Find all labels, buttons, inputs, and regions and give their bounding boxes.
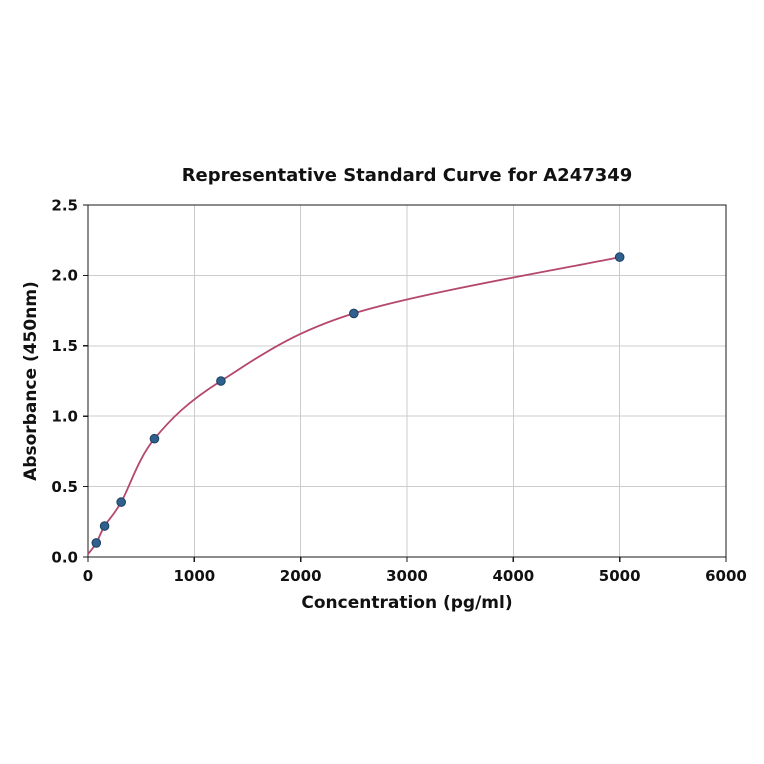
fit-curve-path bbox=[87, 256, 621, 556]
y-tick-label: 0.0 bbox=[51, 548, 78, 566]
data-points-layer bbox=[91, 252, 625, 548]
data-point bbox=[349, 308, 359, 319]
chart-title: Representative Standard Curve for A24734… bbox=[182, 165, 633, 186]
x-tick-label: 0 bbox=[83, 567, 93, 585]
y-axis-label: Absorbance (450nm) bbox=[21, 281, 41, 481]
x-tick-label: 3000 bbox=[386, 567, 428, 585]
x-tick-label: 5000 bbox=[599, 567, 641, 585]
fit-curve-layer bbox=[87, 256, 621, 556]
axes-layer: 0 1000 2000 3000 4000 5000 6000 0.0 0.5 1.0 1.5 2.0… bbox=[51, 196, 746, 585]
data-point bbox=[116, 497, 126, 507]
y-tick-label: 2.0 bbox=[51, 267, 78, 285]
x-tick-label: 1000 bbox=[173, 567, 215, 585]
data-point bbox=[216, 376, 226, 386]
x-axis-label: Concentration (pg/ml) bbox=[301, 593, 512, 613]
y-tick-label: 1.0 bbox=[51, 408, 78, 426]
data-point bbox=[149, 433, 160, 444]
data-point bbox=[614, 252, 625, 262]
data-point bbox=[99, 521, 110, 531]
y-tick-label: 0.5 bbox=[51, 478, 78, 496]
y-tick-label: 1.5 bbox=[51, 337, 78, 355]
x-tick-label: 6000 bbox=[705, 567, 747, 585]
x-tick-label: 2000 bbox=[280, 567, 322, 585]
y-tick-label: 2.5 bbox=[51, 196, 78, 214]
x-tick-label: 4000 bbox=[492, 567, 534, 585]
data-point bbox=[91, 538, 102, 548]
